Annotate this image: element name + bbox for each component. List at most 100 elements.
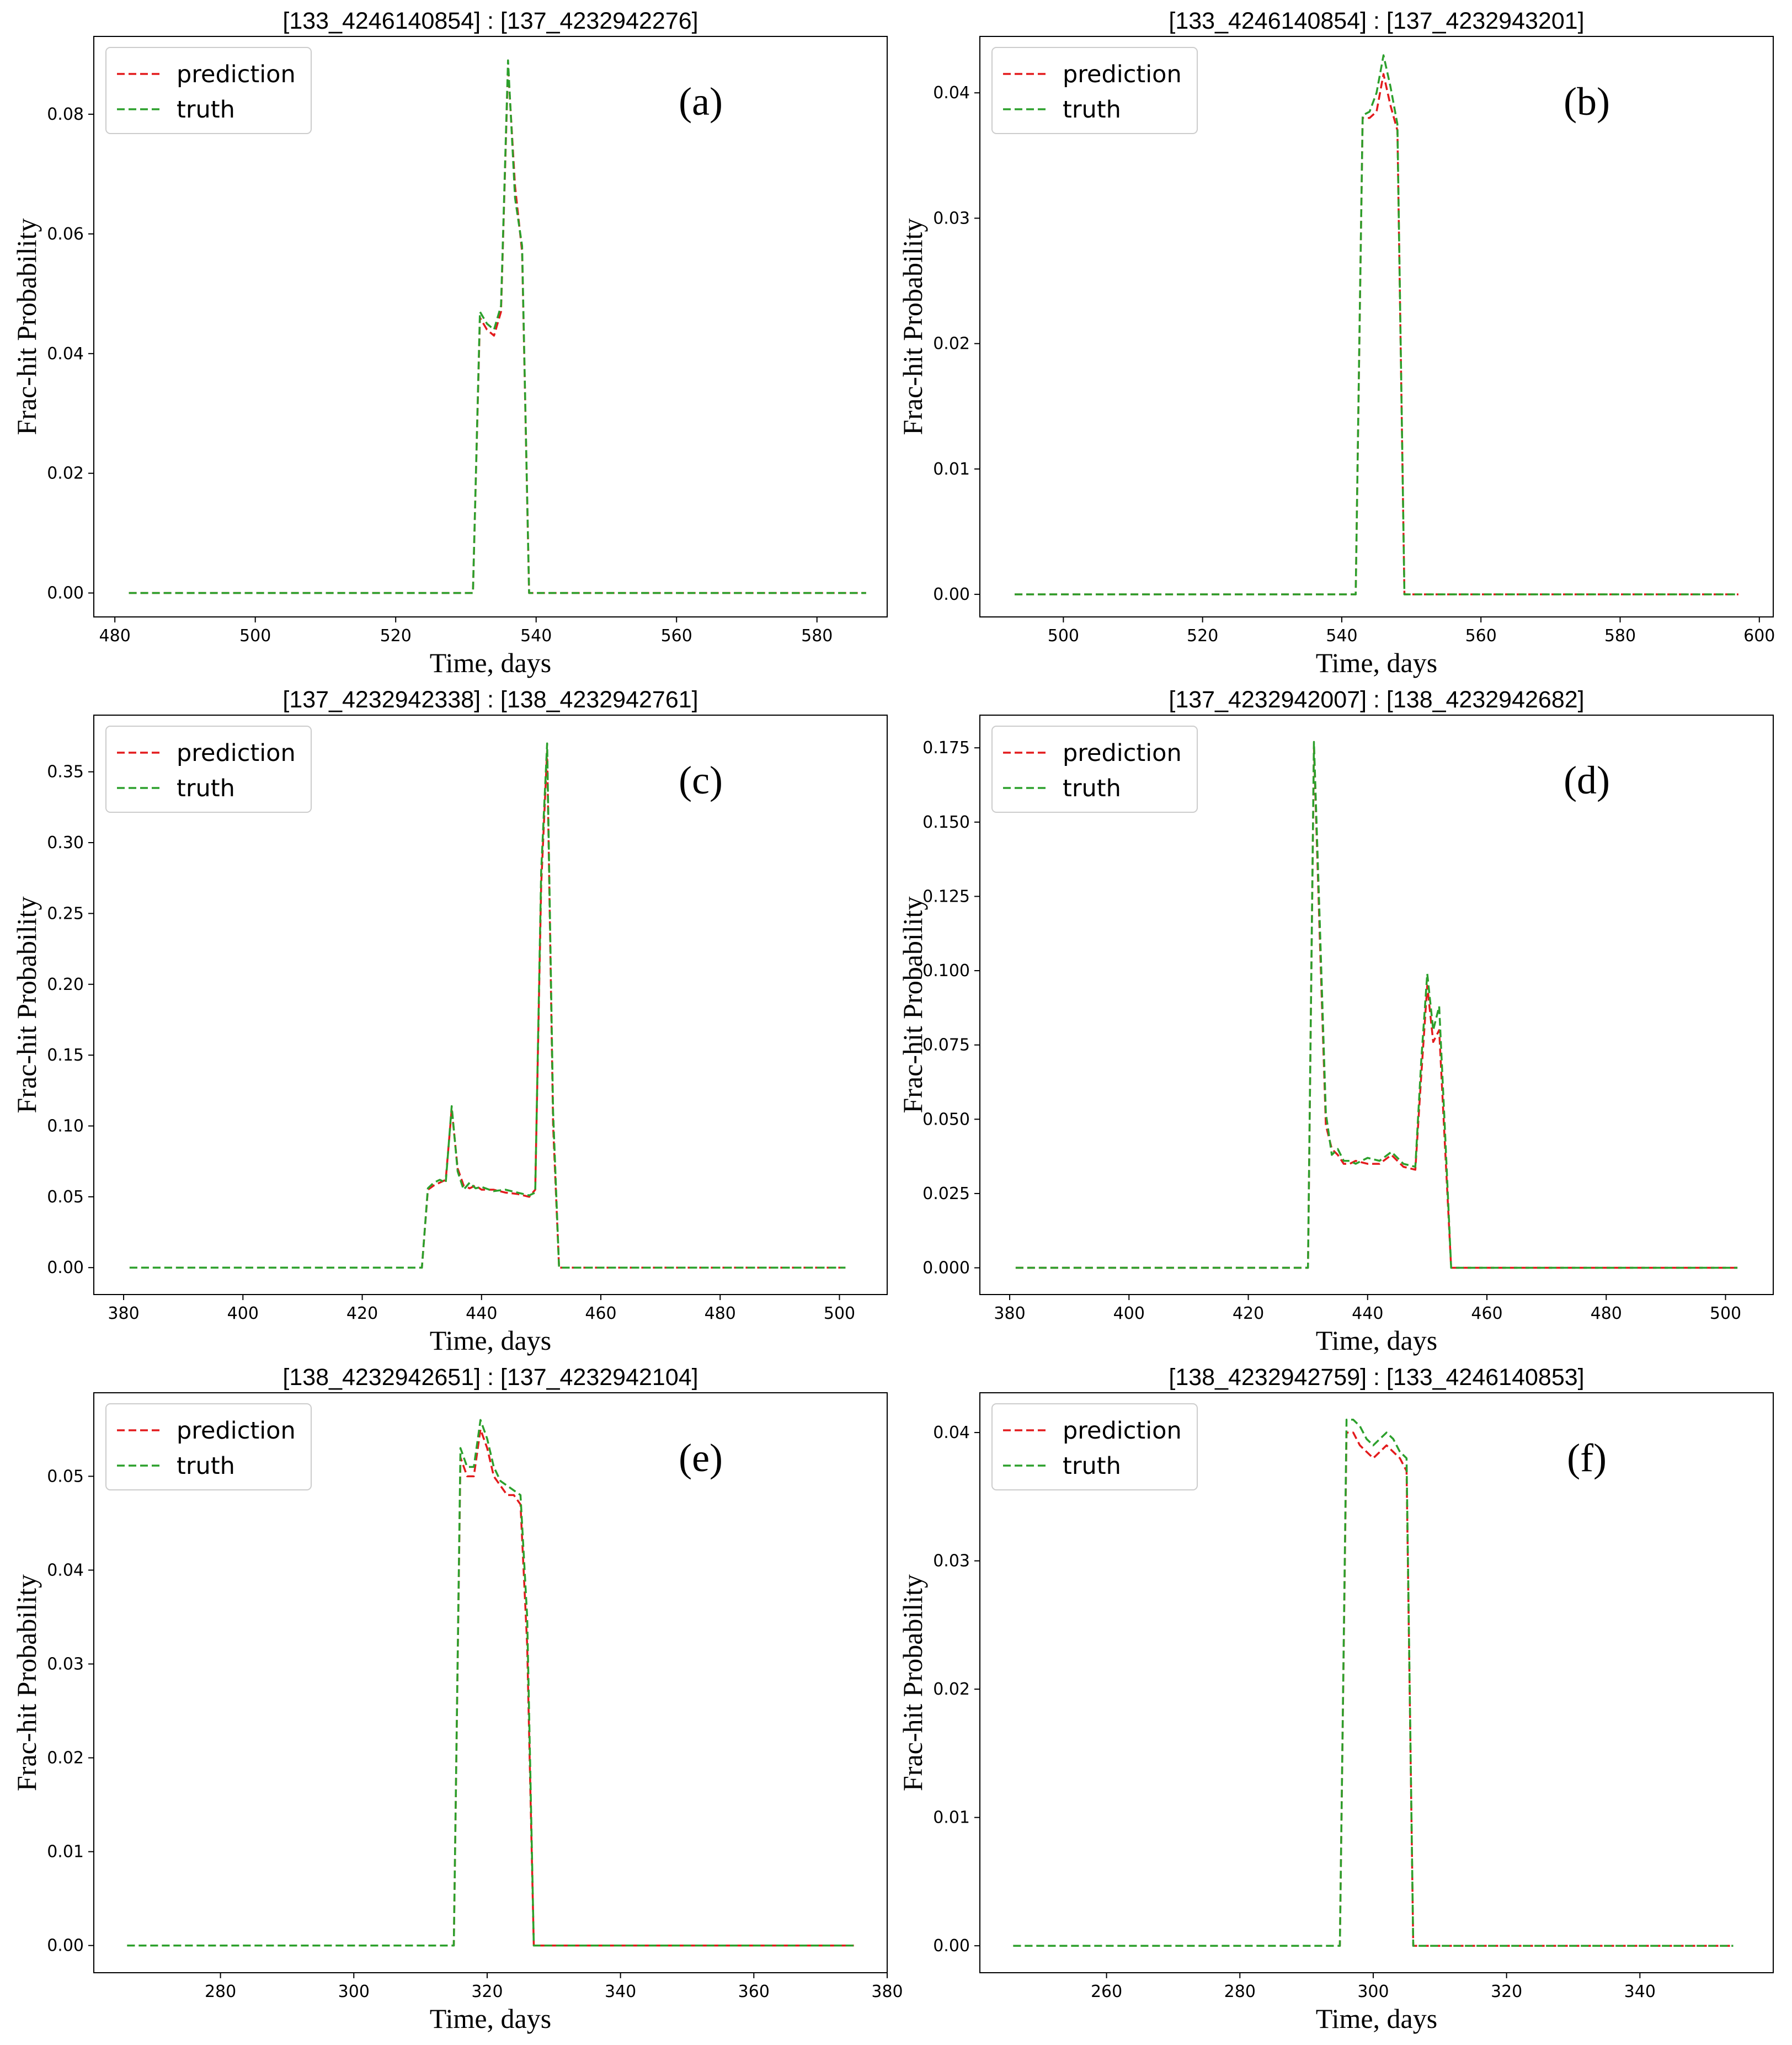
legend-label-prediction: prediction [1063,739,1182,767]
x-axis-title: Time, days [1316,1325,1437,1356]
y-tick-label: 0.08 [47,105,84,124]
x-tick-label: 300 [338,1982,370,2001]
x-tick-label: 380 [108,1304,139,1323]
plot-frame [93,36,888,617]
x-tick-label: 300 [1357,1982,1389,2001]
y-tick-label: 0.125 [922,887,970,906]
x-tick-label: 400 [227,1304,259,1323]
series-line-truth [129,59,866,594]
series-line-truth [1015,741,1738,1269]
y-axis-title: Frac-hit Probability [11,897,42,1114]
series-line-truth [129,742,846,1269]
y-tick-label: 0.050 [922,1110,970,1129]
y-tick-label: 0.04 [47,344,84,364]
y-tick-label: 0.05 [47,1187,84,1207]
x-tick-label: 340 [1624,1982,1656,2001]
x-tick-label: 520 [380,626,412,646]
legend: prediction truth [991,1403,1198,1490]
y-tick-label: 0.30 [47,833,84,853]
y-tick-label: 0.075 [922,1036,970,1055]
y-tick-label: 0.15 [47,1046,84,1065]
chart-title: [133_4246140854] : [137_4232943201] [1169,8,1584,34]
legend-label-prediction: prediction [1063,61,1182,88]
x-axis-title: Time, days [430,647,551,678]
y-axis-title: Frac-hit Probability [11,219,42,435]
y-tick-label: 0.00 [933,585,970,604]
legend-box [991,1403,1198,1490]
panel-label: (e) [679,1436,723,1480]
x-axis-title: Time, days [1316,647,1437,678]
legend-box [105,1403,312,1490]
x-tick-label: 580 [1604,626,1636,646]
y-tick-label: 0.02 [933,334,970,354]
chart-panel-e: [138_4232942651] : [137_4232942104] 280 30… [11,1364,903,2034]
panel-label: (b) [1564,79,1610,124]
x-tick-label: 500 [824,1304,855,1323]
legend-label-truth: truth [1063,775,1121,802]
x-tick-label: 400 [1113,1304,1145,1323]
x-tick-label: 380 [994,1304,1025,1323]
legend-label-prediction: prediction [177,739,296,767]
x-tick-label: 540 [1326,626,1357,646]
series-line-prediction [127,1428,854,1947]
plot-frame [979,715,1774,1295]
chart-title: [137_4232942007] : [138_4232942682] [1169,686,1584,713]
x-tick-label: 320 [471,1982,503,2001]
y-axis-title: Frac-hit Probability [897,1574,928,1791]
series-line-prediction [129,749,846,1269]
x-tick-label: 420 [1233,1304,1264,1323]
x-tick-label: 500 [1048,626,1079,646]
x-tick-label: 460 [1471,1304,1502,1323]
x-tick-label: 420 [346,1304,378,1323]
plot-frame [93,715,888,1295]
y-tick-label: 0.00 [47,1936,84,1956]
plot-frame [979,36,1774,617]
y-tick-label: 0.02 [47,1749,84,1768]
y-tick-label: 0.01 [933,460,970,479]
y-tick-label: 0.00 [47,584,84,603]
legend: prediction truth [105,726,312,813]
y-tick-label: 0.10 [47,1116,84,1136]
y-tick-label: 0.04 [933,1423,970,1442]
x-tick-label: 600 [1743,626,1775,646]
y-tick-label: 0.05 [47,1467,84,1486]
y-tick-label: 0.00 [933,1936,970,1956]
x-tick-label: 580 [801,626,833,646]
chart-panel-a: [133_4246140854] : [137_4232942276] 480 50… [11,8,888,678]
panel-label: (a) [679,79,723,124]
x-tick-label: 480 [705,1304,736,1323]
panel-label: (d) [1564,758,1610,802]
y-tick-label: 0.01 [933,1808,970,1828]
x-tick-label: 360 [738,1982,770,2001]
y-tick-label: 0.35 [47,763,84,782]
y-tick-label: 0.06 [47,225,84,244]
y-tick-label: 0.01 [47,1842,84,1862]
x-tick-label: 440 [1352,1304,1383,1323]
plot-frame [979,1392,1774,1973]
series-line-truth [127,1419,854,1947]
x-tick-label: 540 [520,626,552,646]
panel-label: (c) [679,758,723,802]
y-axis-title: Frac-hit Probability [897,897,928,1114]
chart-title: [138_4232942651] : [137_4232942104] [282,1364,698,1391]
plot-frame [93,1392,888,1973]
legend-label-prediction: prediction [177,61,296,88]
y-tick-label: 0.025 [922,1184,970,1203]
x-tick-label: 560 [661,626,692,646]
x-axis-title: Time, days [430,2003,551,2034]
series-line-prediction [1015,73,1738,595]
legend-box [991,726,1198,813]
y-tick-label: 0.03 [933,209,970,228]
x-tick-label: 480 [1591,1304,1622,1323]
y-tick-label: 0.02 [933,1680,970,1699]
x-tick-label: 340 [605,1982,636,2001]
x-axis-title: Time, days [430,1325,551,1356]
x-tick-label: 280 [1224,1982,1256,2001]
x-tick-label: 320 [1491,1982,1522,2001]
panel-label: (f) [1567,1436,1607,1480]
x-tick-label: 520 [1187,626,1218,646]
legend-box [105,726,312,813]
x-tick-label: 560 [1465,626,1497,646]
legend-label-truth: truth [177,1452,235,1480]
